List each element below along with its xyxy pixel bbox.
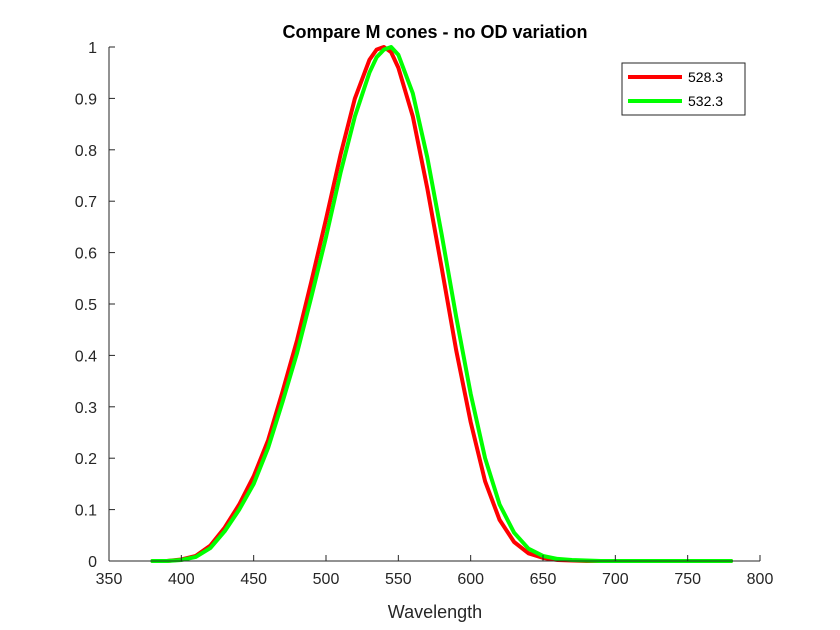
- x-tick-label: 750: [674, 571, 701, 588]
- y-tick-label: 0.8: [75, 143, 97, 160]
- y-tick-label: 1: [88, 40, 97, 57]
- series-line-1: [150, 45, 734, 563]
- y-tick-label: 0.6: [75, 246, 97, 263]
- x-tick-label: 800: [747, 571, 774, 588]
- legend-label-528: 528.3: [688, 69, 723, 85]
- x-tick-label: 650: [530, 571, 557, 588]
- y-tick-label: 0: [88, 554, 97, 571]
- legend-box: [621, 62, 746, 116]
- y-tick-label: 0.7: [75, 194, 97, 211]
- legend: 528.3 532.3: [621, 62, 746, 116]
- x-tick-label: 400: [168, 571, 195, 588]
- y-tick-label: 0.9: [75, 91, 97, 108]
- x-tick-label: 550: [385, 571, 412, 588]
- x-tick-label: 700: [602, 571, 629, 588]
- y-tick-label: 0.3: [75, 400, 97, 417]
- x-tick-label: 450: [240, 571, 267, 588]
- x-tick-label: 350: [96, 571, 123, 588]
- x-tick-label: 500: [313, 571, 340, 588]
- x-tick-label: 600: [457, 571, 484, 588]
- y-tick-label: 0.1: [75, 503, 97, 520]
- chart-title: Compare M cones - no OD variation: [282, 22, 587, 42]
- axes-layer: 350 400 450 500 550 600 650 700 750 800 0 0.1 0.2 0.3…: [75, 40, 774, 588]
- legend-label-532: 532.3: [688, 93, 723, 109]
- y-tick-label: 0.5: [75, 297, 97, 314]
- y-tick-label: 0.2: [75, 451, 97, 468]
- y-tick-label: 0.4: [75, 348, 97, 365]
- plot-area: [109, 47, 760, 561]
- x-axis-label: Wavelength: [388, 602, 482, 622]
